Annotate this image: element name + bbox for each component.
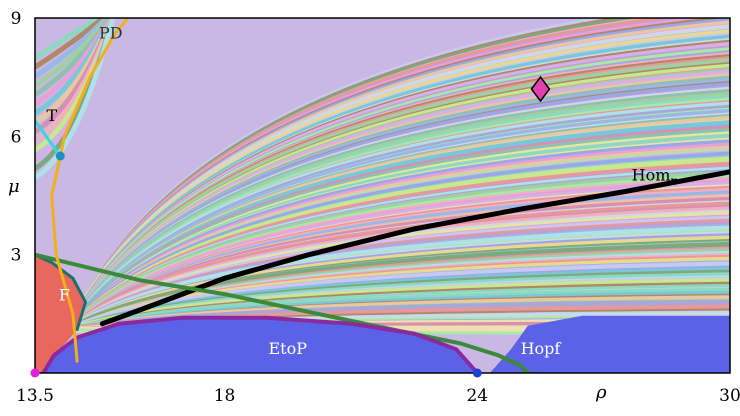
plot-frame xyxy=(34,17,731,374)
x-tick-label: 13.5 xyxy=(16,386,54,406)
region-etop xyxy=(35,315,730,373)
chaos-stripe xyxy=(35,18,108,70)
label-pd: PD xyxy=(99,23,123,42)
chaos-stripe xyxy=(35,18,111,88)
x-tick-label: 24 xyxy=(466,386,488,406)
region-f xyxy=(35,254,86,373)
y-tick-label: 9 xyxy=(11,9,22,29)
label-f: F xyxy=(59,286,70,305)
point-marker xyxy=(472,368,482,378)
plot-area xyxy=(35,18,730,373)
x-tick-label: 30 xyxy=(719,386,740,406)
bifurcation-curves xyxy=(35,18,730,373)
curve-etop xyxy=(41,315,480,373)
region-labels: PD T F EtoP Hopf Homr xyxy=(47,23,678,358)
markers xyxy=(30,75,551,378)
point-marker xyxy=(30,368,40,378)
y-tick-label: 6 xyxy=(11,127,22,147)
label-t: T xyxy=(47,106,58,125)
chaos-stripe xyxy=(35,18,110,79)
diamond-marker xyxy=(530,75,551,103)
curve-t xyxy=(35,119,62,158)
label-hom: Homr xyxy=(632,165,678,187)
curve-pd xyxy=(50,18,130,363)
chaos-stripe xyxy=(35,18,104,61)
label-etop: EtoP xyxy=(268,339,307,358)
curve-hom xyxy=(99,169,730,327)
x-tick-label: 18 xyxy=(214,386,236,406)
y-axis-label: μ xyxy=(8,176,20,197)
x-axis-label: ρ xyxy=(595,382,607,403)
x-axis-ticks: 13.5 18 24 30 xyxy=(16,386,740,406)
label-hopf: Hopf xyxy=(521,339,562,358)
y-tick-label: 3 xyxy=(11,246,22,266)
curve-boundary xyxy=(35,253,88,332)
chaos-stripe xyxy=(35,18,116,181)
point-marker xyxy=(55,151,65,161)
y-axis-ticks: 3 6 9 xyxy=(11,9,22,266)
